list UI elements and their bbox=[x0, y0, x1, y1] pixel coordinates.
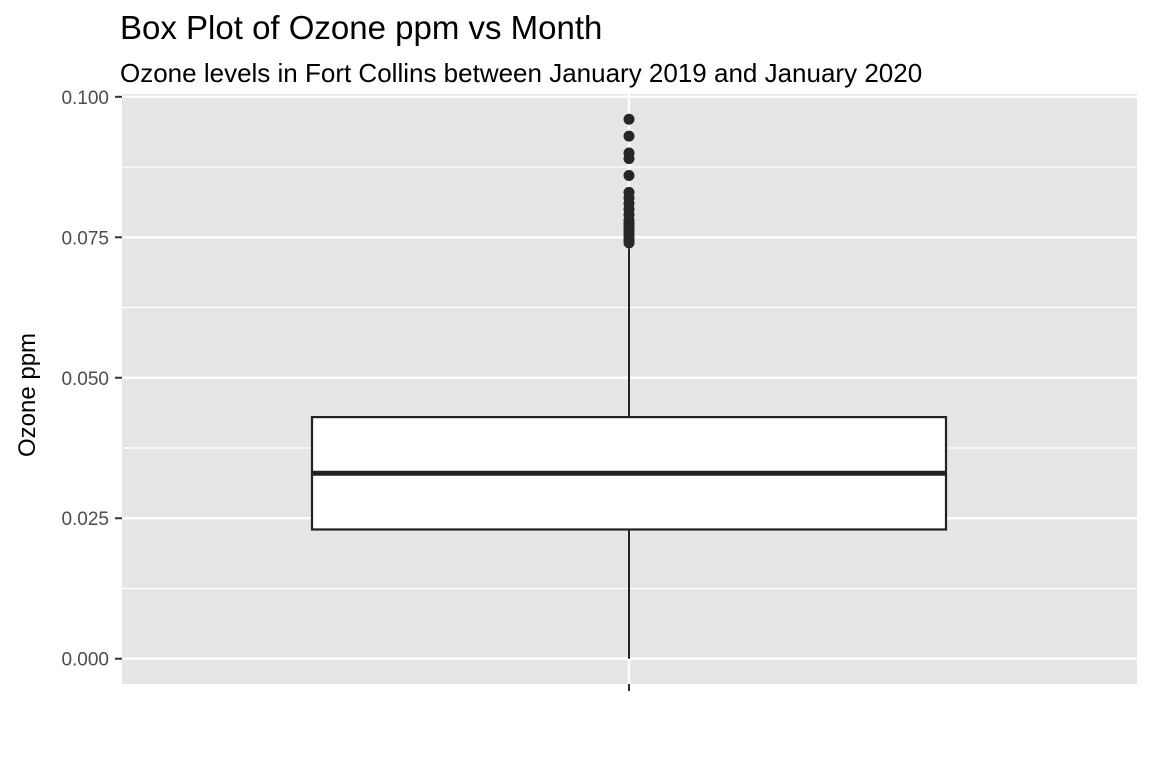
y-axis-ticks: 0.000 0.025 0.050 0.075 0.100 bbox=[61, 88, 122, 671]
box-plot-marks bbox=[310, 248, 948, 659]
outlier-point bbox=[623, 147, 635, 159]
chart-subtitle: Ozone levels in Fort Collins between Jan… bbox=[120, 58, 923, 88]
chart-title: Box Plot of Ozone ppm vs Month bbox=[120, 9, 603, 46]
outlier-points bbox=[623, 113, 635, 249]
y-tick-label: 0.025 bbox=[61, 509, 109, 530]
outlier-point bbox=[623, 169, 635, 181]
y-tick-label: 0.000 bbox=[61, 650, 109, 671]
y-tick-label: 0.075 bbox=[61, 228, 109, 249]
y-tick-label: 0.100 bbox=[61, 88, 109, 109]
outlier-point bbox=[623, 186, 635, 198]
outlier-point bbox=[623, 130, 635, 142]
y-axis-label: Ozone ppm bbox=[14, 333, 41, 457]
y-tick-label: 0.050 bbox=[61, 369, 109, 390]
outlier-point bbox=[623, 113, 635, 125]
